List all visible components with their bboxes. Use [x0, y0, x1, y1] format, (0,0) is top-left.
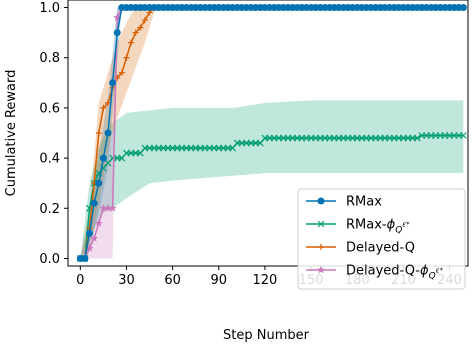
- plot-frame: [67, 0, 469, 267]
- legend-label-sub: Q: [429, 272, 436, 282]
- x-axis-title: Step Number: [223, 328, 310, 343]
- legend-entry-RMax: RMax: [306, 195, 382, 210]
- plot-layer: [76, 3, 468, 262]
- point-Delayed-Q: [100, 104, 107, 111]
- band-RMax: [80, 7, 127, 259]
- legend-label: RMax: [346, 195, 382, 210]
- legend-label-main: Delayed-Q: [346, 241, 415, 256]
- point-RMax: [86, 229, 94, 237]
- point-RMax: [459, 4, 467, 12]
- y-tick-label: 0.2: [39, 202, 60, 217]
- y-axis-title: Cumulative Reward: [4, 70, 19, 197]
- point-RMax: [95, 179, 103, 187]
- point-RMax-phi: [413, 134, 421, 142]
- band-Delayed-Q: [80, 7, 158, 259]
- legend-label-sub: Q: [395, 226, 402, 236]
- point-RMax: [104, 129, 112, 137]
- legend-label-phi: ϕ: [420, 264, 429, 279]
- point-RMax: [109, 79, 117, 87]
- y-tick-label: 0.8: [39, 51, 60, 66]
- point-RMax: [99, 154, 107, 162]
- legend-label-phi: ϕ: [387, 218, 396, 233]
- point-RMax: [113, 29, 121, 37]
- point-Delayed-Q: [141, 17, 148, 24]
- x-tick-label: 0: [76, 273, 84, 288]
- point-Delayed-Q: [128, 39, 135, 46]
- legend-entry-RMax-phi: RMax-ϕQε*: [306, 218, 410, 236]
- legend-label-main: RMax: [346, 195, 382, 210]
- legend-marker: [317, 197, 325, 205]
- y-tick-label: 0.0: [39, 252, 60, 267]
- x-tick-label: 60: [164, 273, 181, 288]
- series-RMax: [76, 4, 467, 262]
- x-tick-label: 30: [118, 273, 135, 288]
- point-Delayed-Q: [123, 54, 130, 61]
- point-Delayed-Q: [137, 24, 144, 31]
- point-RMax-phi: [459, 132, 467, 139]
- legend-label-main: RMax-: [346, 218, 387, 233]
- y-tick-label: 1.0: [39, 1, 60, 16]
- y-tick-label: 0.4: [39, 152, 60, 167]
- x-tick-label: 120: [253, 273, 278, 288]
- point-Delayed-Q: [118, 69, 125, 76]
- legend-entry-Delayed-Q: Delayed-Q: [306, 241, 415, 256]
- point-Delayed-Q: [95, 130, 102, 136]
- legend-box: [297, 188, 466, 290]
- y-tick-label: 0.6: [39, 101, 60, 116]
- legend-label-sup: ε*: [436, 267, 444, 275]
- legend-label: Delayed-Q: [346, 241, 415, 256]
- legend-label-main: Delayed-Q-: [346, 264, 420, 279]
- series-RMax-phi: [76, 132, 467, 262]
- legend-label: Delayed-Q-ϕQε*: [346, 264, 443, 282]
- legend-entry-Delayed-Q-phi: Delayed-Q-ϕQε*: [306, 264, 443, 282]
- legend-marker: [316, 265, 326, 274]
- point-Delayed-Q-phi: [108, 203, 117, 212]
- legend-marker: [318, 244, 324, 250]
- point-RMax: [81, 254, 89, 262]
- legend-marker: [317, 220, 325, 228]
- point-Delayed-Q: [105, 99, 111, 106]
- point-Delayed-Q-phi: [94, 219, 103, 227]
- legend-label: RMax-ϕQε*: [346, 218, 410, 236]
- band-Delayed-Q-phi: [80, 7, 127, 259]
- point-RMax: [90, 199, 98, 207]
- point-Delayed-Q-phi: [90, 234, 99, 242]
- point-Delayed-Q: [132, 29, 139, 36]
- x-tick-label: 90: [210, 273, 227, 288]
- legend-label-sup: ε*: [402, 221, 410, 229]
